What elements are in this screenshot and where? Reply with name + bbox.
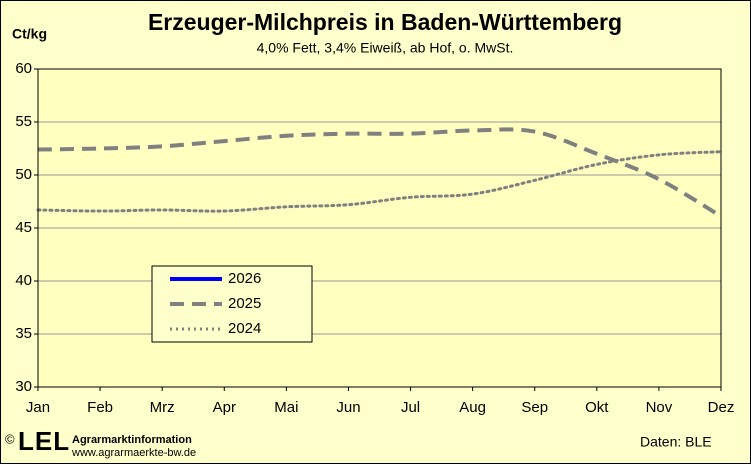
chart-subtitle: 4,0% Fett, 3,4% Eiweiß, ab Hof, o. MwSt. xyxy=(257,40,514,56)
x-tick-label: Dez xyxy=(708,399,735,416)
legend-label: 2025 xyxy=(228,295,261,312)
y-tick-label: 55 xyxy=(15,113,32,130)
series-line xyxy=(37,127,723,219)
series-line xyxy=(36,150,723,213)
org-name: Agrarmarktinformation xyxy=(72,434,192,446)
x-tick-label: Mrz xyxy=(150,399,175,416)
y-tick-label: 45 xyxy=(15,219,32,236)
x-tick-label: Okt xyxy=(585,399,609,416)
y-tick-label: 60 xyxy=(15,60,32,77)
plot-frame xyxy=(37,68,722,388)
x-tick-label: Aug xyxy=(459,399,486,416)
legend-label: 2024 xyxy=(228,320,261,337)
lines xyxy=(36,127,723,219)
x-tick-label: Apr xyxy=(213,399,236,416)
x-tick-label: Jul xyxy=(401,399,420,416)
legend-label: 2026 xyxy=(228,270,261,287)
x-tick-label: Sep xyxy=(521,399,548,416)
y-tick-label: 35 xyxy=(15,325,32,342)
y-tick-label: 30 xyxy=(15,378,32,395)
source: Daten: BLE xyxy=(640,434,712,450)
x-tick-label: Feb xyxy=(87,399,113,416)
x-tick-label: Nov xyxy=(646,399,673,416)
y-axis-label: Ct/kg xyxy=(12,26,47,42)
copyright: © xyxy=(5,431,15,446)
x-tick-label: Mai xyxy=(274,399,298,416)
org-url: www.agrarmaerkte-bw.de xyxy=(71,447,196,459)
y-tick-label: 40 xyxy=(15,272,32,289)
legend: 2026 2025 2024 xyxy=(170,270,261,337)
chart-title: Erzeuger-Milchpreis in Baden-Württemberg xyxy=(148,9,622,35)
y-tick-label: 50 xyxy=(15,166,32,183)
x-tick-label: Jan xyxy=(26,399,50,416)
x-tick-label: Jun xyxy=(336,399,360,416)
logo: LEL xyxy=(18,426,70,456)
